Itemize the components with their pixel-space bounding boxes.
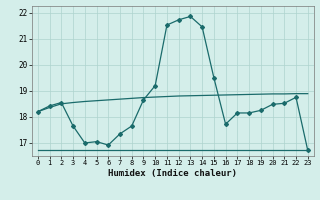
X-axis label: Humidex (Indice chaleur): Humidex (Indice chaleur) [108,169,237,178]
